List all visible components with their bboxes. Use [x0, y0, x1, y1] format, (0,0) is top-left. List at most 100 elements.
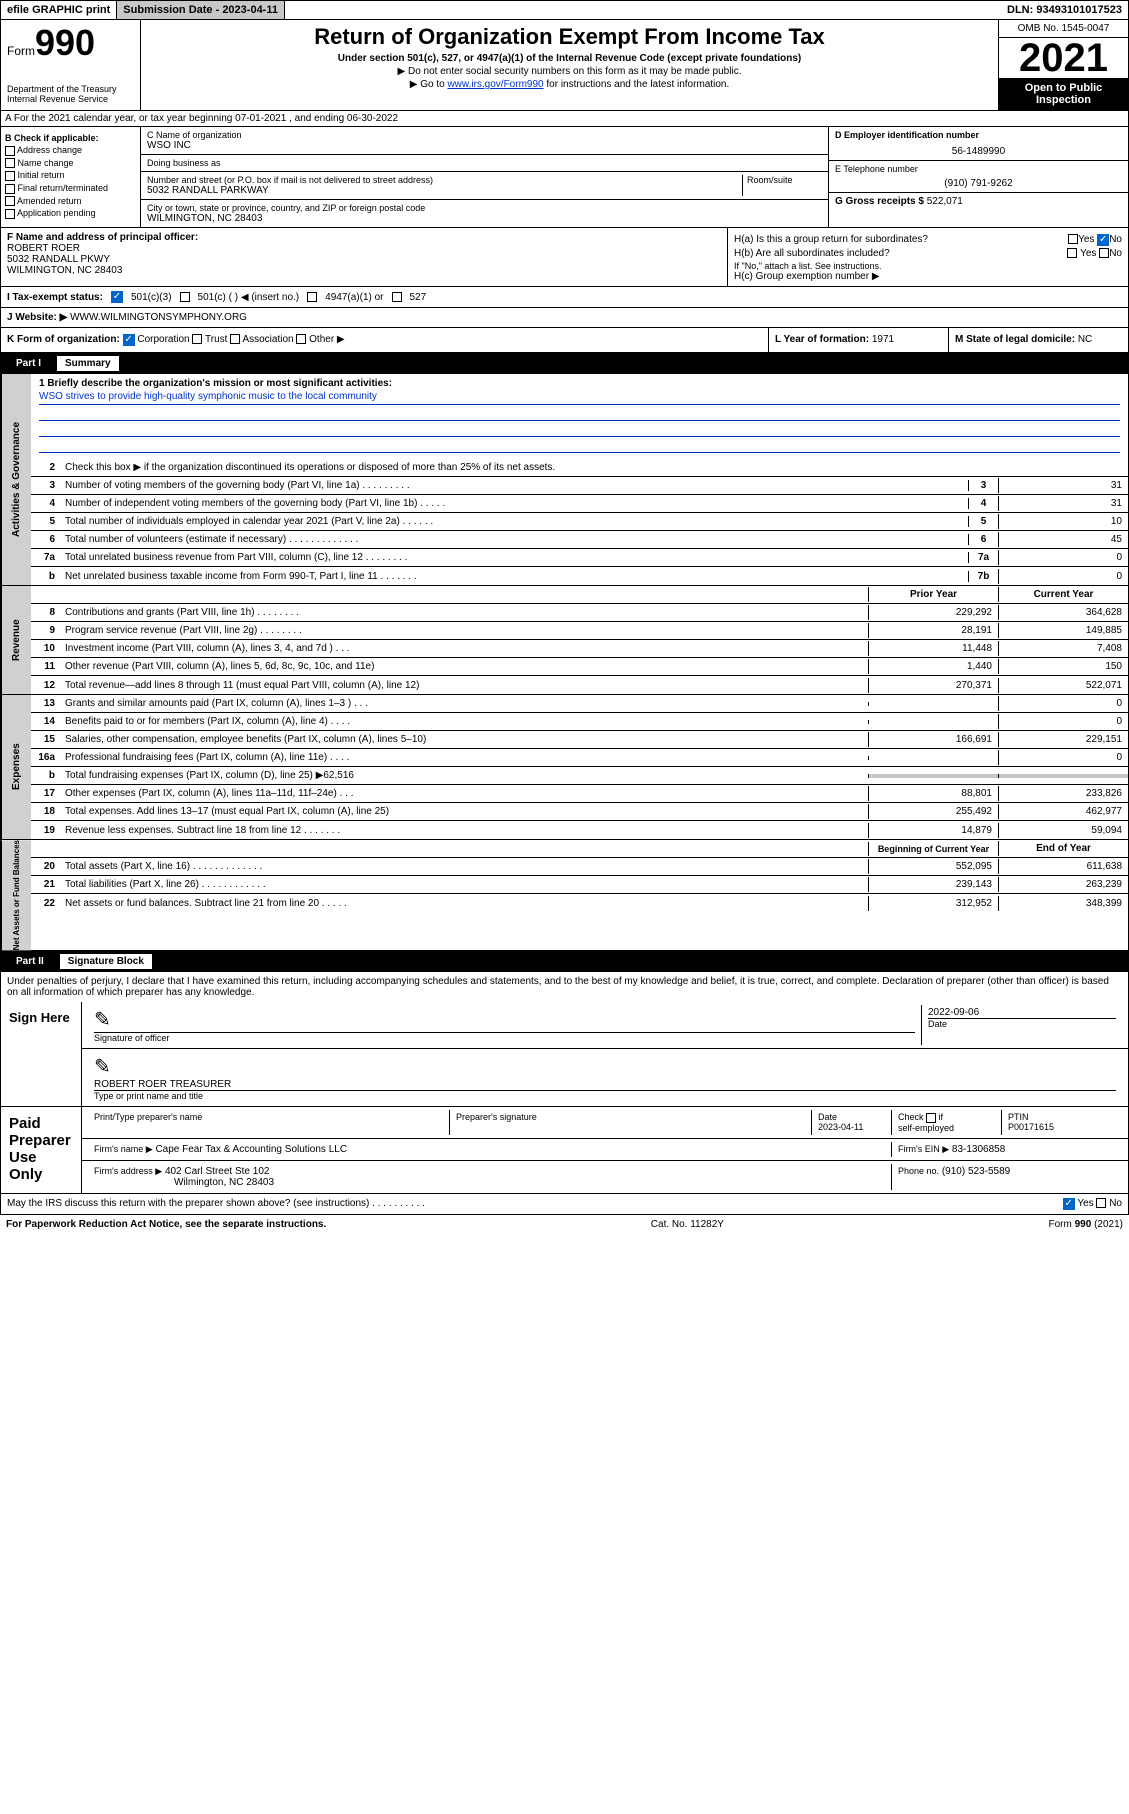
discuss-no[interactable] — [1096, 1198, 1106, 1208]
chk-final: Final return/terminated — [5, 183, 136, 194]
ha-yes-chk[interactable] — [1068, 234, 1078, 244]
trust-chk[interactable] — [192, 334, 202, 344]
mission-box: 1 Briefly describe the organization's mi… — [31, 374, 1128, 459]
chk-name: Name change — [5, 158, 136, 169]
assoc-chk[interactable] — [230, 334, 240, 344]
netassets-body: Beginning of Current Year End of Year 20… — [31, 840, 1128, 950]
sig-row1: ✎ Signature of officer 2022-09-06 Date — [82, 1002, 1128, 1049]
prep-row2: Firm's name ▶ Cape Fear Tax & Accounting… — [82, 1139, 1128, 1161]
form-subtitle: Under section 501(c), 527, or 4947(a)(1)… — [145, 53, 994, 64]
col-b-header: B Check if applicable: — [5, 133, 136, 143]
form-prefix: Form — [7, 44, 35, 58]
section-j: J Website: ▶ WWW.WILMINGTONSYMPHONY.ORG — [0, 308, 1129, 328]
line-21: 21 Total liabilities (Part X, line 26) .… — [31, 876, 1128, 894]
netassets-section: Net Assets or Fund Balances Beginning of… — [0, 840, 1129, 951]
governance-body: 1 Briefly describe the organization's mi… — [31, 374, 1128, 585]
mission-blank3 — [39, 439, 1120, 453]
part2-num: Part II — [8, 954, 52, 969]
website: WWW.WILMINGTONSYMPHONY.ORG — [70, 312, 247, 323]
revenue-header-row: Prior Year Current Year — [31, 586, 1128, 604]
discuss-row: May the IRS discuss this return with the… — [0, 1194, 1129, 1215]
paperwork: For Paperwork Reduction Act Notice, see … — [6, 1219, 326, 1230]
dln: DLN: 93493101017523 — [1001, 1, 1128, 19]
preparer-label: Paid Preparer Use Only — [1, 1107, 81, 1193]
form-num: 990 — [35, 22, 95, 63]
penalty-text: Under penalties of perjury, I declare th… — [1, 972, 1128, 1002]
ha-no-chk[interactable]: ✓ — [1097, 234, 1109, 246]
governance-section: Activities & Governance 1 Briefly descri… — [0, 374, 1129, 586]
prep-ptin: PTINP00171615 — [1002, 1110, 1122, 1135]
sig-date: 2022-09-06 Date — [922, 1005, 1122, 1045]
header-right: OMB No. 1545-0047 2021 Open to Public In… — [998, 20, 1128, 110]
mission-text: WSO strives to provide high-quality symp… — [39, 391, 1120, 405]
chk-initial: Initial return — [5, 170, 136, 181]
i-label: I Tax-exempt status: — [7, 292, 103, 303]
hb-yes-chk[interactable] — [1067, 248, 1077, 258]
prep-sig-label: Preparer's signature — [450, 1110, 812, 1135]
tax-year: 2021 — [999, 38, 1128, 78]
netassets-side: Net Assets or Fund Balances — [1, 840, 31, 950]
line-9: 9 Program service revenue (Part VIII, li… — [31, 622, 1128, 640]
firm-addr: Firm's address ▶ 402 Carl Street Ste 102… — [88, 1164, 892, 1190]
efile-label[interactable]: efile GRAPHIC print — [1, 1, 117, 19]
4947-chk[interactable] — [307, 292, 317, 302]
phone-row: E Telephone number (910) 791-9262 — [829, 161, 1128, 193]
discuss-yes[interactable]: ✓ — [1063, 1198, 1075, 1210]
line-18: 18 Total expenses. Add lines 13–17 (must… — [31, 803, 1128, 821]
form-number-col: Form990 Department of the TreasuryIntern… — [1, 20, 141, 110]
revenue-body: Prior Year Current Year 8 Contributions … — [31, 586, 1128, 694]
line-13: 13 Grants and similar amounts paid (Part… — [31, 695, 1128, 713]
chk-pending: Application pending — [5, 208, 136, 219]
line-22: 22 Net assets or fund balances. Subtract… — [31, 894, 1128, 912]
col-h: H(a) Is this a group return for subordin… — [728, 228, 1128, 286]
netassets-header-row: Beginning of Current Year End of Year — [31, 840, 1128, 858]
527-chk[interactable] — [392, 292, 402, 302]
cat-no: Cat. No. 11282Y — [651, 1219, 724, 1230]
officer-addr1: 5032 RANDALL PKWY — [7, 254, 721, 265]
note1: ▶ Do not enter social security numbers o… — [145, 66, 994, 77]
form-ref: Form 990 (2021) — [1049, 1219, 1123, 1230]
mission-blank1 — [39, 407, 1120, 421]
phone-label: E Telephone number — [835, 164, 1122, 174]
section-bcde: B Check if applicable: Address change Na… — [0, 127, 1129, 228]
prep-check: Check ifself-employed — [892, 1110, 1002, 1135]
col-k: K Form of organization: ✓ Corporation Tr… — [1, 328, 768, 352]
gross-value: 522,071 — [927, 196, 963, 207]
sign-here-label: Sign Here — [1, 1002, 81, 1106]
part2-title: Signature Block — [60, 954, 152, 969]
header-center: Return of Organization Exempt From Incom… — [141, 20, 998, 110]
firm-name: Firm's name ▶ Cape Fear Tax & Accounting… — [88, 1142, 892, 1157]
part2-header: Part II Signature Block — [0, 951, 1129, 972]
hb-row: H(b) Are all subordinates included? Yes … — [734, 248, 1122, 259]
city-row: City or town, state or province, country… — [141, 200, 828, 227]
city-value: WILMINGTON, NC 28403 — [147, 213, 425, 224]
room-label: Room/suite — [747, 175, 822, 185]
501c-chk[interactable] — [180, 292, 190, 302]
street-addr: 5032 RANDALL PARKWAY — [147, 185, 742, 196]
org-name-row: C Name of organization WSO INC — [141, 127, 828, 155]
ein-label: D Employer identification number — [835, 130, 1122, 140]
section-fh: F Name and address of principal officer:… — [0, 228, 1129, 287]
line-b: b Total fundraising expenses (Part IX, c… — [31, 767, 1128, 785]
line-7a: 7a Total unrelated business revenue from… — [31, 549, 1128, 567]
col-c: C Name of organization WSO INC Doing bus… — [141, 127, 828, 227]
section-klm: K Form of organization: ✓ Corporation Tr… — [0, 328, 1129, 353]
hb-no-chk[interactable] — [1099, 248, 1109, 258]
501c3-chk[interactable]: ✓ — [111, 291, 123, 303]
form-header: Form990 Department of the TreasuryIntern… — [0, 20, 1129, 111]
footer: For Paperwork Reduction Act Notice, see … — [0, 1215, 1129, 1234]
revenue-side: Revenue — [1, 586, 31, 694]
chk-address: Address change — [5, 145, 136, 156]
addr-row: Number and street (or P.O. box if mail i… — [141, 172, 828, 200]
part1-title: Summary — [57, 356, 119, 371]
line-15: 15 Salaries, other compensation, employe… — [31, 731, 1128, 749]
corp-chk[interactable]: ✓ — [123, 334, 135, 346]
form-title: Return of Organization Exempt From Incom… — [145, 24, 994, 50]
firm-phone: Phone no. (910) 523-5589 — [892, 1164, 1122, 1190]
irs-link[interactable]: www.irs.gov/Form990 — [447, 79, 543, 90]
preparer-block: Paid Preparer Use Only Print/Type prepar… — [1, 1106, 1128, 1193]
chk-amended: Amended return — [5, 196, 136, 207]
prep-row3: Firm's address ▶ 402 Carl Street Ste 102… — [82, 1161, 1128, 1193]
submission-date[interactable]: Submission Date - 2023-04-11 — [117, 1, 285, 19]
other-chk[interactable] — [296, 334, 306, 344]
